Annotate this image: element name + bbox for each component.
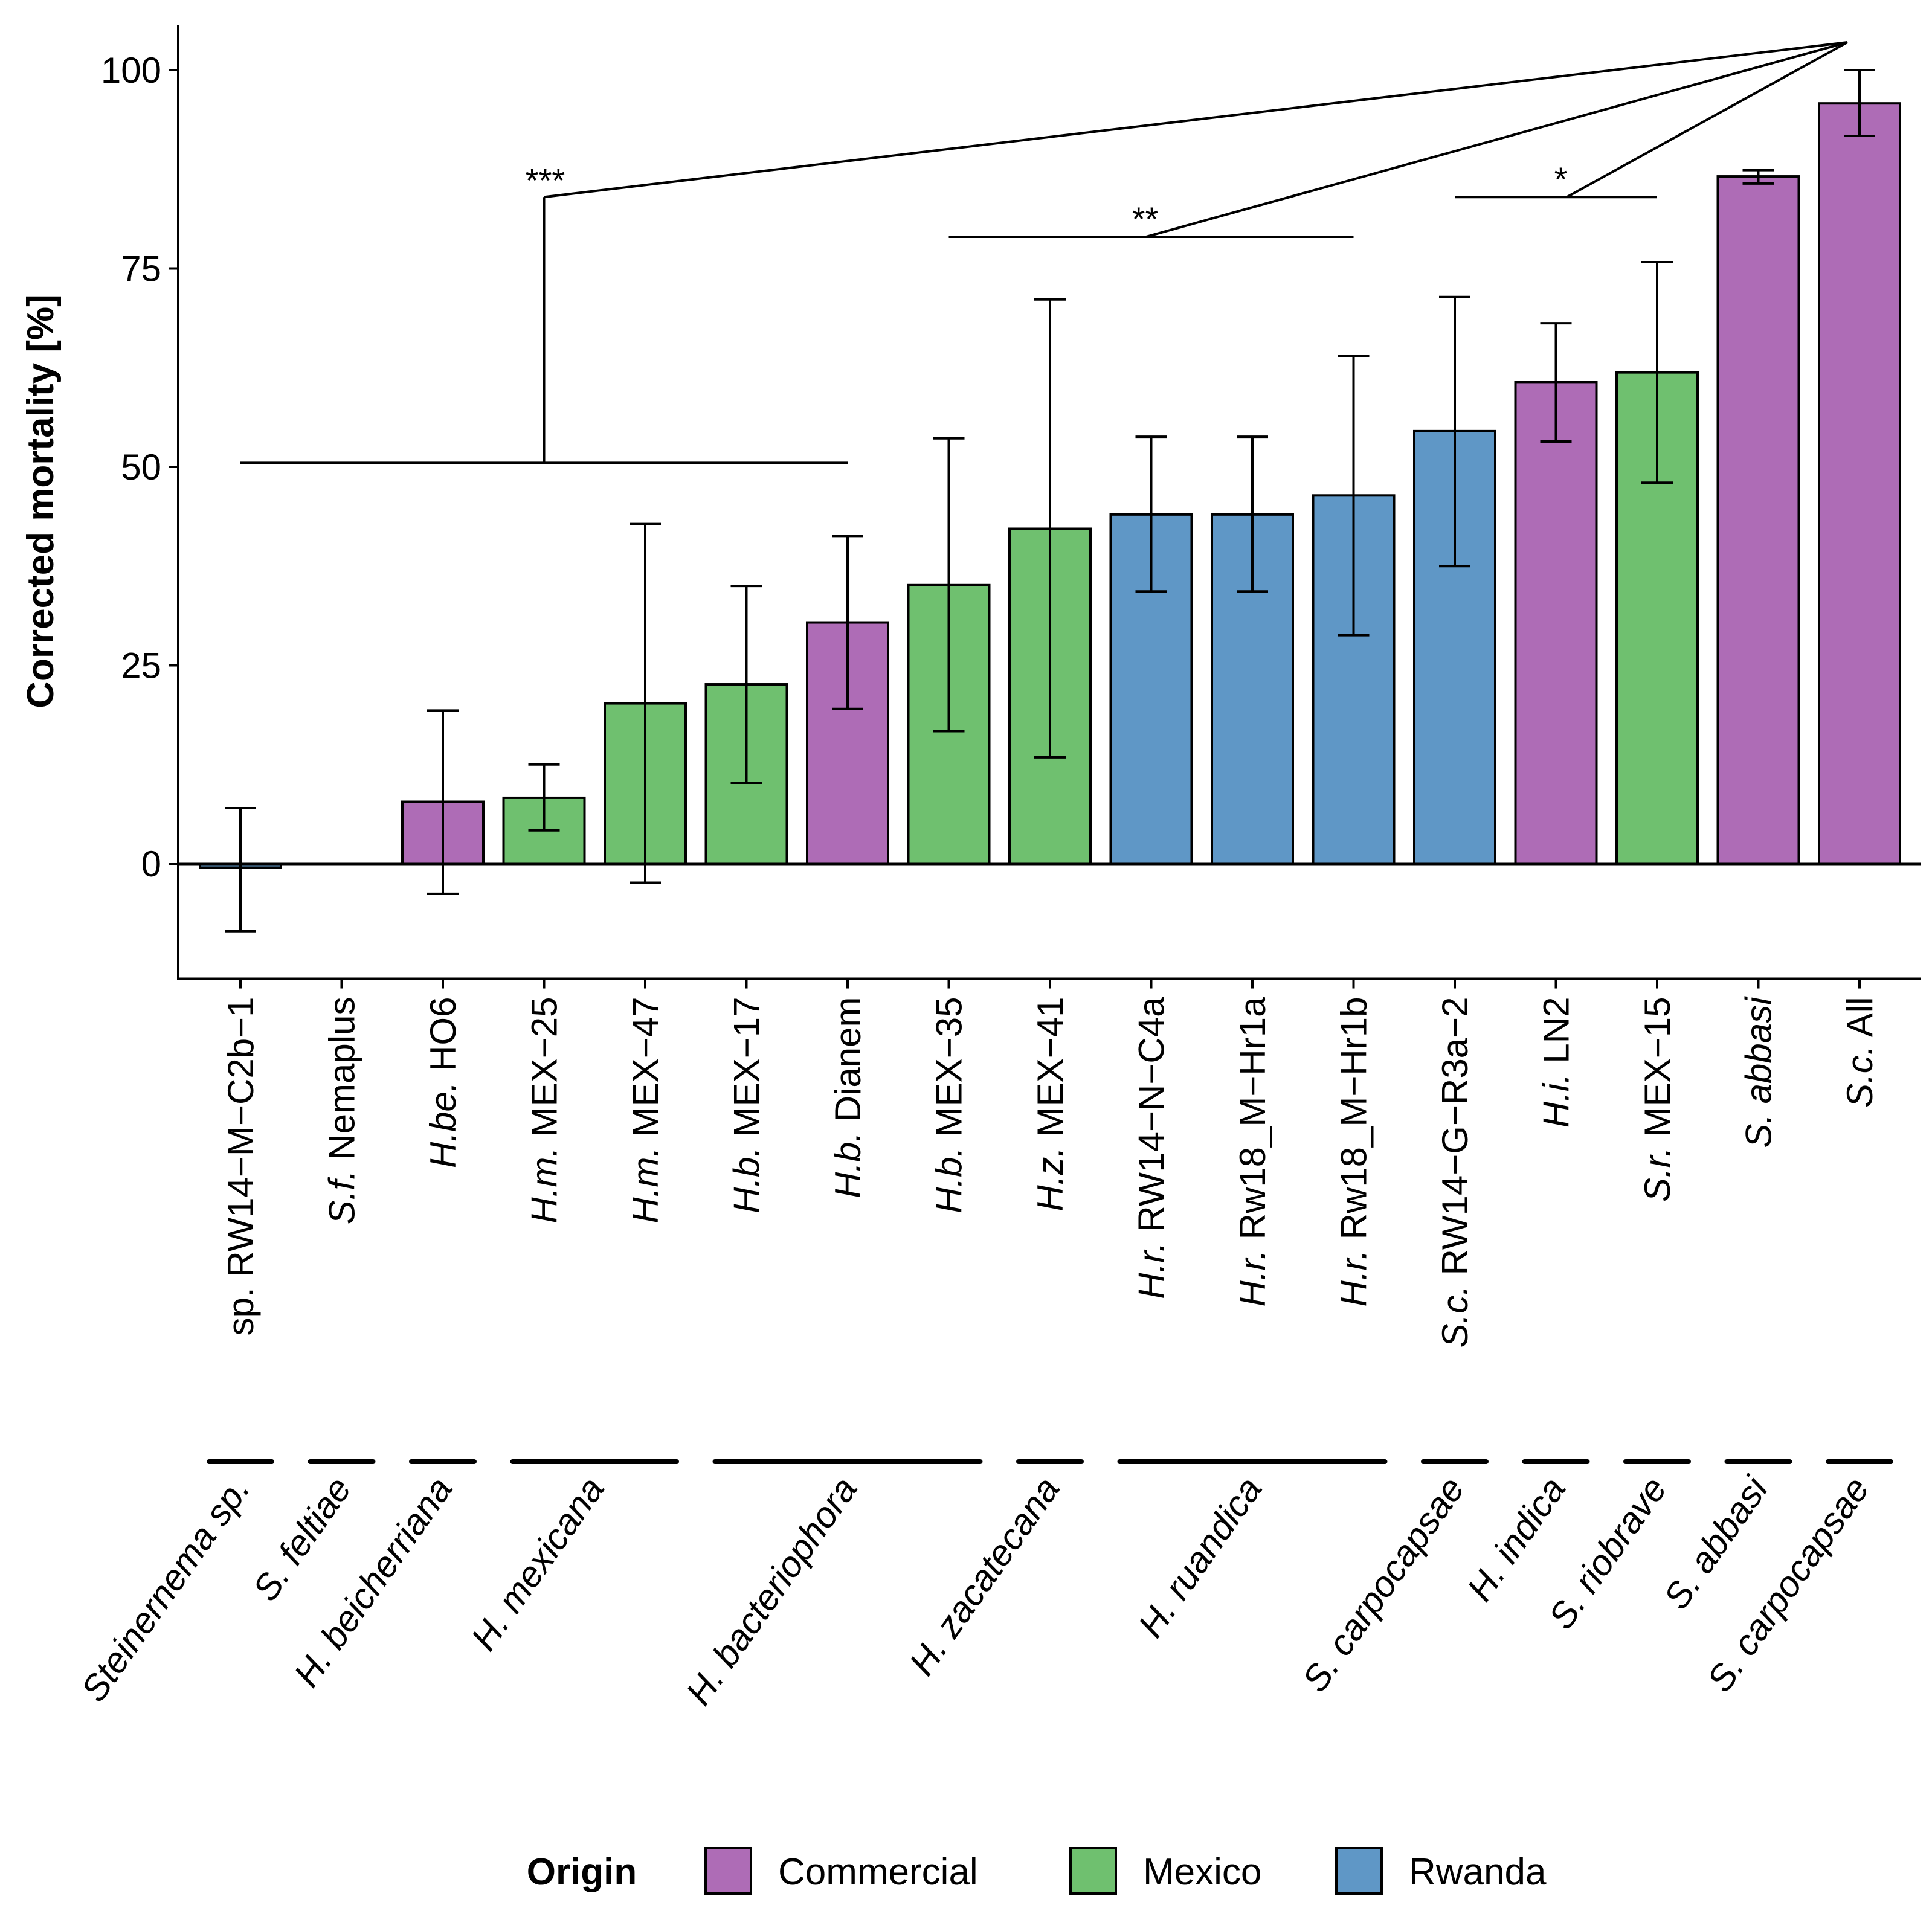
x-tick-label-part: Rw18_M−Hr1b [1334,997,1374,1250]
x-tick-label: H.r. RW14−N−C4a [1132,997,1172,1299]
x-tick-label-part: S. abbasi [1739,996,1779,1148]
x-tick-label-part: sp. RW14−M−C2b−1 [221,997,261,1336]
x-tick-label: H.r. Rw18_M−Hr1a [1232,997,1273,1307]
x-tick-label-part: Rw18_M−Hr1a [1232,997,1273,1250]
x-tick-label-part: H.b. [929,1147,970,1213]
x-tick-label-part: S.c. [1840,1046,1880,1108]
x-tick-label: S.f. Nemaplus [322,997,362,1225]
x-tick-label-part: All [1840,997,1880,1046]
species-group-label: Steinernema sp. [73,1470,257,1709]
x-tick-label: S. abbasi [1739,996,1779,1148]
x-tick-label: S.c. RW14−G−R3a−2 [1435,997,1475,1348]
x-tick-label-part: Nemaplus [322,997,362,1171]
x-tick-label-part: RW14−G−R3a−2 [1435,997,1475,1286]
bar [1716,175,1800,865]
x-tick-label-part: H.be. [423,1082,463,1168]
significance-label: ** [1132,200,1159,238]
species-group-label: S. carpocapsae [1295,1470,1472,1699]
x-tick-label-part: S.r. [1637,1147,1678,1202]
x-tick-label-part: S.f. [322,1170,362,1224]
species-group-label: S. feltiae [245,1470,359,1608]
x-tick-label: H.b. MEX−35 [929,997,970,1214]
x-tick-label-part: MEX−15 [1637,997,1678,1147]
bar [1818,102,1901,866]
x-tick-label: H.be. HO6 [423,997,463,1168]
x-tick-label-part: H.z. [1030,1147,1071,1212]
significance-connector [544,41,1848,199]
significance-connector [1145,41,1848,238]
x-tick-label-part: LN2 [1536,997,1577,1074]
x-tick-label-part: H.r. [1132,1242,1172,1299]
significance-label: * [1554,160,1568,198]
species-group-label: H. zacatecana [901,1470,1067,1683]
x-tick-label-part: H.m. [524,1147,565,1224]
legend-swatch [704,1847,752,1895]
legend-label: Mexico [1143,1851,1261,1893]
species-group-label: H. mexicana [463,1470,612,1658]
y-axis-label: Corrected mortality [%] [20,294,62,708]
x-tick-label-part: Dianem [828,997,868,1132]
legend-swatch [1069,1847,1117,1895]
x-tick-label: H.z. MEX−41 [1030,997,1071,1212]
x-tick-label: S.c. All [1840,997,1880,1108]
legend-title: Origin [527,1851,637,1893]
species-group-label: H. ruandica [1130,1470,1270,1645]
x-tick-label: H.b. MEX−17 [727,997,767,1214]
x-tick-label: sp. RW14−M−C2b−1 [221,997,261,1336]
x-tick-label-part: H.i. [1536,1073,1577,1128]
legend: Origin Commercial Mexico Rwanda [527,1847,1547,1895]
x-tick-label-part: MEX−17 [727,997,767,1147]
x-tick-label-part: MEX−47 [625,997,666,1147]
x-tick-label-part: H.m. [625,1147,666,1224]
significance-label: *** [526,161,565,199]
y-tick-label: 0 [141,844,161,884]
x-tick-label-part: H.r. [1232,1250,1273,1306]
significance-connector [1566,41,1848,198]
x-tick-label: H.m. MEX−25 [524,997,565,1224]
x-tick-label-part: H.b. [828,1132,868,1198]
y-tick-label: 100 [101,50,161,91]
bar [1514,381,1598,865]
x-tick-label-part: HO6 [423,997,463,1082]
legend-swatch [1335,1847,1383,1895]
species-group-label: H. indica [1459,1470,1573,1608]
plot-area: 0 25 50 75 100 sp. RW14−M−C2b−1 S.f. Nemaplus H… [73,25,1921,1712]
y-tick-label: 25 [121,646,161,686]
x-tick-label: H.i. LN2 [1536,997,1577,1128]
x-tick-label-part: MEX−35 [929,997,970,1147]
x-tick-label-part: H.b. [727,1147,767,1213]
y-tick-label: 75 [121,249,161,289]
x-tick-label-part: S.c. [1435,1285,1475,1348]
y-tick-label: 50 [121,447,161,487]
x-tick-label-part: MEX−25 [524,997,565,1147]
x-tick-label: S.r. MEX−15 [1637,997,1678,1203]
x-tick-label: H.b. Dianem [828,997,868,1198]
legend-label: Rwanda [1409,1851,1547,1893]
x-tick-label-part: MEX−41 [1030,997,1071,1147]
x-tick-label-part: RW14−N−C4a [1132,997,1172,1242]
legend-label: Commercial [778,1851,978,1893]
x-tick-label-part: H.r. [1334,1250,1374,1306]
x-tick-label: H.r. Rw18_M−Hr1b [1334,997,1374,1307]
species-group-label: H. bacteriophora [678,1470,865,1712]
x-tick-label: H.m. MEX−47 [625,997,666,1224]
